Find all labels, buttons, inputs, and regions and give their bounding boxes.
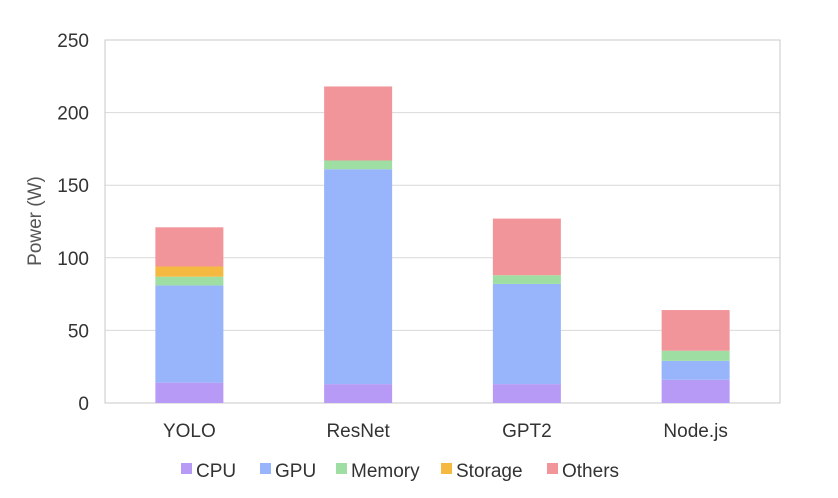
bar-segment-memory-gpt2	[492, 275, 561, 284]
y-tick-label: 100	[57, 249, 89, 270]
bar-segment-cpu-resnet	[324, 384, 393, 403]
bar-segment-memory-nodejs	[661, 350, 730, 361]
y-tick-label: 50	[68, 321, 89, 342]
legend-label-memory: Memory	[351, 461, 420, 482]
y-tick-label: 250	[57, 31, 89, 52]
bar-segment-gpu-gpt2	[492, 283, 561, 385]
bar-segment-cpu-gpt2	[492, 384, 561, 403]
bar-segment-storage-yolo	[155, 266, 224, 277]
legend: CPU GPU Memory Storage Others	[181, 461, 619, 482]
x-tick-label: GPT2	[502, 421, 552, 442]
legend-label-others: Others	[562, 461, 619, 482]
legend-label-storage: Storage	[456, 461, 523, 482]
bar-segment-others-gpt2	[492, 218, 561, 276]
plot-area-border	[104, 39, 781, 404]
bar-segment-cpu-yolo	[155, 382, 224, 403]
bar-segment-others-nodejs	[661, 310, 730, 351]
legend-swatch-memory	[336, 463, 347, 474]
legend-swatch-cpu	[181, 463, 192, 474]
bar-segment-gpu-nodejs	[661, 360, 730, 380]
bar-segment-gpu-resnet	[324, 169, 393, 385]
legend-label-cpu: CPU	[196, 461, 236, 482]
legend-swatch-gpu	[260, 463, 271, 474]
y-tick-label: 150	[57, 176, 89, 197]
legend-swatch-storage	[441, 463, 452, 474]
x-axis-ticks: YOLO ResNet GPT2 Node.js	[163, 421, 728, 442]
bars	[155, 86, 730, 403]
x-tick-label: Node.js	[663, 421, 727, 442]
legend-swatch-others	[547, 463, 558, 474]
bar-segment-cpu-nodejs	[661, 379, 730, 403]
x-tick-label: ResNet	[326, 421, 390, 442]
y-tick-label: 0	[78, 394, 89, 415]
legend-label-gpu: GPU	[275, 461, 316, 482]
bar-segment-memory-yolo	[155, 276, 224, 286]
bar-segment-others-resnet	[324, 86, 393, 161]
y-tick-label: 200	[57, 104, 89, 125]
y-axis-ticks: 0 50 100 150 200 250	[57, 31, 89, 415]
y-axis-title: Power (W)	[25, 176, 46, 266]
x-tick-label: YOLO	[163, 421, 216, 442]
bar-segment-memory-resnet	[324, 160, 393, 170]
bar-segment-others-yolo	[155, 227, 224, 267]
bar-segment-gpu-yolo	[155, 285, 224, 383]
